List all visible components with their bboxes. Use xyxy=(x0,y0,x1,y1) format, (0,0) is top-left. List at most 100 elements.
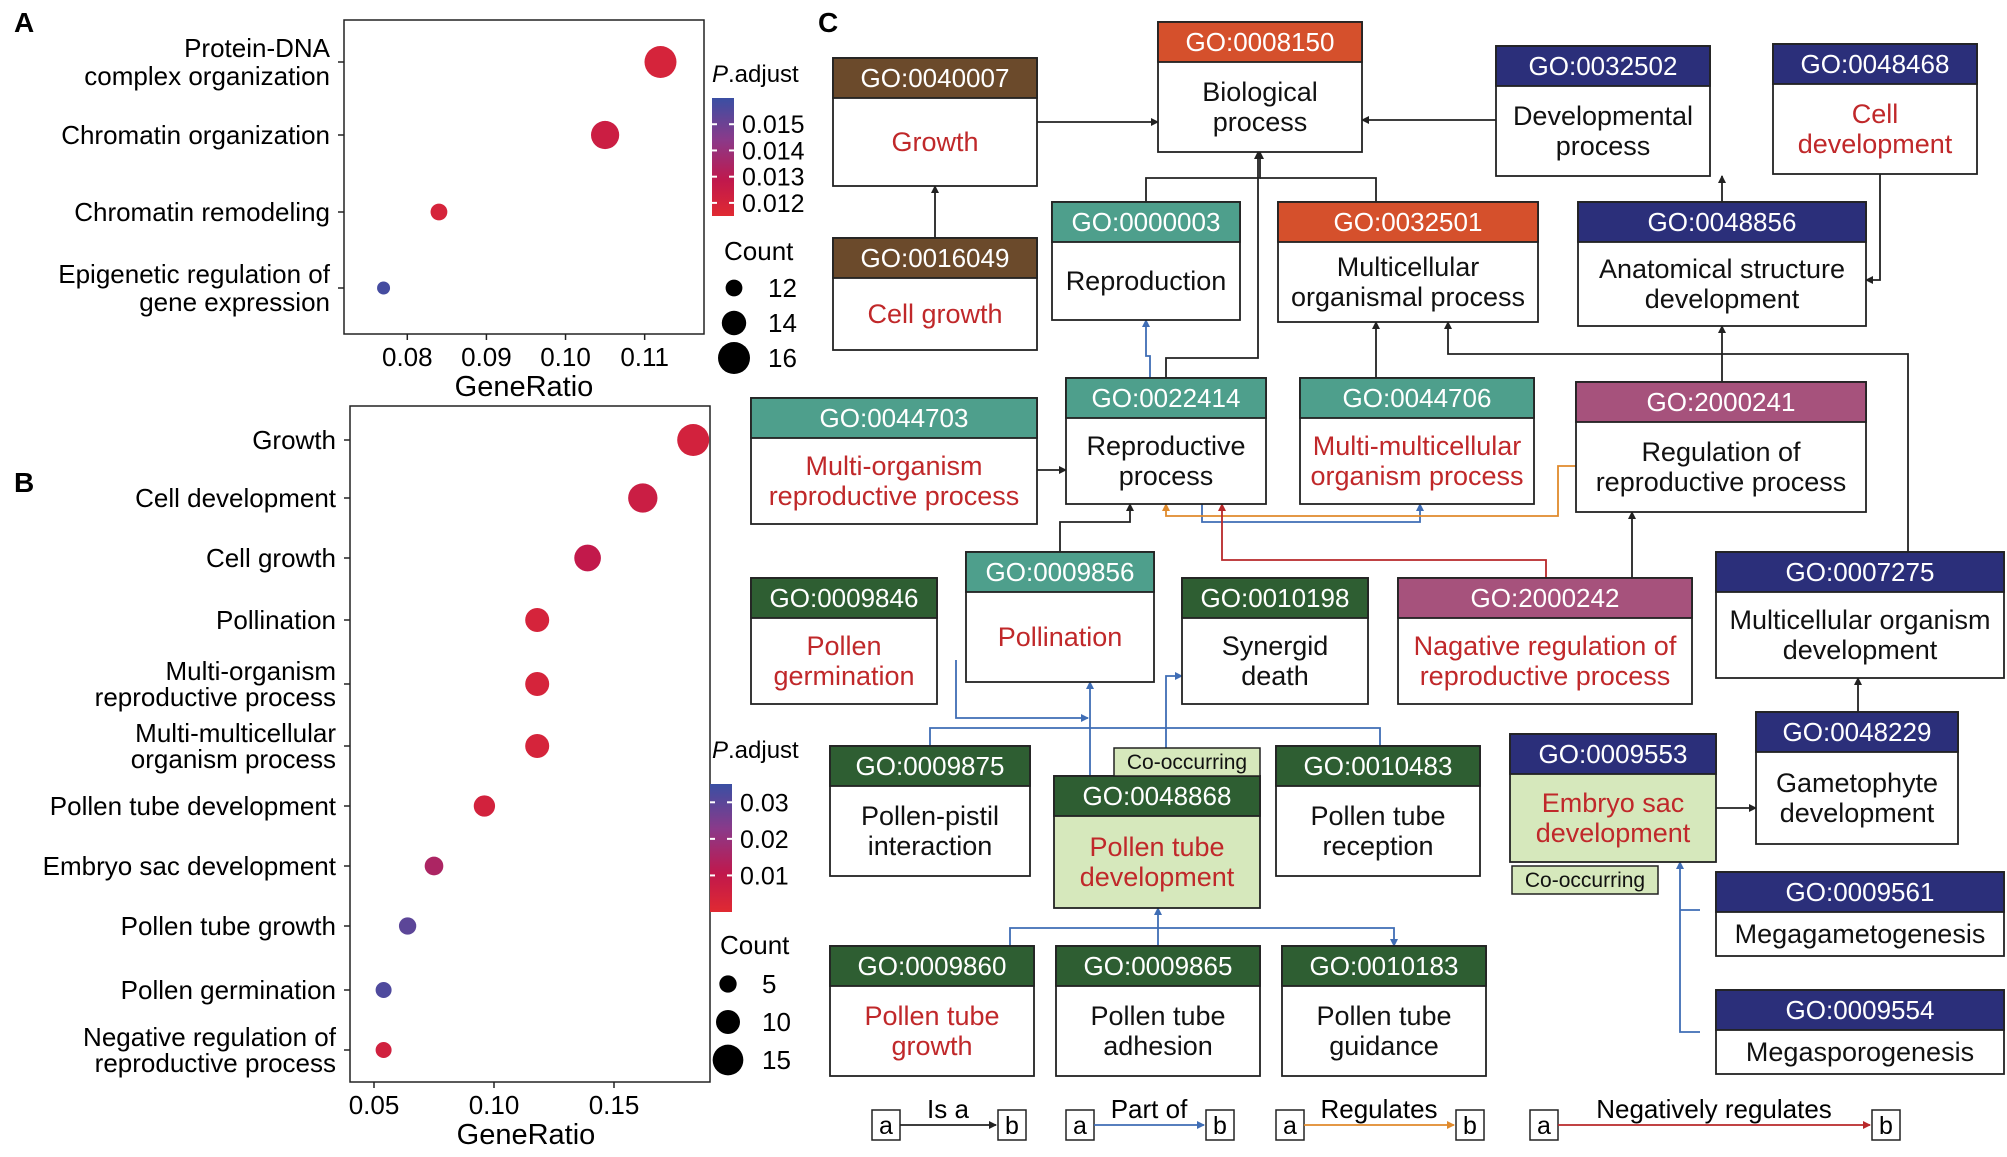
data-point xyxy=(525,608,550,632)
x-axis-label-b: GeneRatio xyxy=(457,1119,596,1151)
go-node-header xyxy=(965,551,1155,593)
edge-partof xyxy=(1009,927,1398,947)
go-node-id: GO:0009846 xyxy=(770,583,919,613)
y-tick-label: Cell growth xyxy=(206,543,336,573)
legend-a-label: a xyxy=(879,1112,893,1140)
go-node-id: GO:0016049 xyxy=(861,243,1010,273)
y-tick-label: Pollen tube development xyxy=(50,791,337,821)
legend-b-label: b xyxy=(1879,1112,1893,1140)
go-node-term: Megasporogenesis xyxy=(1746,1037,1974,1067)
go-node-header xyxy=(1755,711,1959,753)
go-node-id: GO:0009561 xyxy=(1786,877,1935,907)
go-node: GO:0040007 Growth xyxy=(832,57,1038,187)
legend-box-b xyxy=(1205,1109,1235,1141)
x-tick-label: 0.09 xyxy=(461,342,512,372)
co-occurring-tag xyxy=(1113,747,1261,777)
go-node-header xyxy=(1715,989,2005,1031)
plot-frame-b xyxy=(349,405,711,1083)
go-node-id: GO:0048229 xyxy=(1783,717,1932,747)
go-node-term: Pollen tube reception xyxy=(1310,801,1445,861)
data-point xyxy=(590,120,620,150)
go-node-id: GO:0007275 xyxy=(1786,557,1935,587)
legend-b-label: b xyxy=(1005,1112,1019,1140)
go-node-id: GO:2000242 xyxy=(1471,583,1620,613)
legend-box-a xyxy=(1529,1109,1559,1141)
edge-isa xyxy=(1165,151,1262,378)
edge-isa xyxy=(1059,503,1134,552)
panel-label-c: C xyxy=(818,7,838,38)
go-node-id: GO:0040007 xyxy=(861,63,1010,93)
colorbar-tick-label: 0.014 xyxy=(742,137,805,165)
go-node-id: GO:0048468 xyxy=(1801,49,1950,79)
legend-relation-label: Is a xyxy=(927,1094,969,1124)
count-legend-a: 12 14 16 xyxy=(718,273,797,374)
edge-isa xyxy=(1865,174,1881,284)
go-node-term: Gametophyte development xyxy=(1776,768,1938,828)
go-node-header xyxy=(1715,871,2005,913)
go-node-header xyxy=(1051,201,1241,243)
go-node-id: GO:0010483 xyxy=(1304,751,1453,781)
count-legend-label: 5 xyxy=(762,969,776,999)
count-legend-label: 16 xyxy=(768,343,797,373)
edge-regulates xyxy=(1162,465,1576,517)
go-node: GO:0009860 Pollen tube growth xyxy=(829,945,1035,1077)
go-node-id: GO:0008150 xyxy=(1186,27,1335,57)
y-tick-label: Chromatin remodeling xyxy=(74,197,330,227)
edge-partof xyxy=(1676,861,1700,978)
go-node-term: Pollen tube development xyxy=(1080,832,1235,892)
go-node-term: Nagative regulation of reproductive proce… xyxy=(1414,631,1677,691)
data-point xyxy=(525,734,550,758)
edge-partof xyxy=(1142,319,1151,378)
colorbar-tick-label: 0.02 xyxy=(740,826,789,854)
go-node-header xyxy=(1715,551,2005,593)
go-node-header xyxy=(1509,733,1717,775)
go-node-id: GO:0022414 xyxy=(1092,383,1241,413)
count-legend-dot xyxy=(712,1044,744,1076)
y-tick-label: Growth xyxy=(252,425,336,455)
points-b xyxy=(375,424,710,1058)
y-tick-label: Negative regulation of reproductive proce… xyxy=(83,1022,337,1078)
y-tick-label: Pollen germination xyxy=(121,975,336,1005)
go-node-header xyxy=(829,945,1035,987)
x-axis-label-a: GeneRatio xyxy=(455,371,594,403)
dotplot-b: Growth Cell development Cell growth Pollina… xyxy=(43,405,799,1151)
y-tick-label: Pollination xyxy=(216,605,336,635)
y-tick-label: Multi-organism reproductive process xyxy=(95,656,336,712)
go-node-id: GO:0044706 xyxy=(1343,383,1492,413)
data-point xyxy=(677,424,710,456)
data-point xyxy=(424,856,444,876)
go-node-id: GO:0009860 xyxy=(858,951,1007,981)
go-node: GO:0032502 Developmental process xyxy=(1495,45,1711,177)
padjust-title-b: P.adjust xyxy=(712,737,799,764)
go-node-id: GO:0010183 xyxy=(1310,951,1459,981)
go-node-header xyxy=(750,577,938,619)
go-node: GO:0016049 Cell growth xyxy=(832,237,1038,351)
count-legend-dot xyxy=(721,310,747,336)
colorbar-tick-label: 0.03 xyxy=(740,789,789,817)
go-node-term: Pollen germination xyxy=(773,631,914,691)
count-title-b: Count xyxy=(720,930,790,960)
go-node-term: Pollen tube guidance xyxy=(1316,1001,1451,1061)
count-legend-label: 12 xyxy=(768,273,797,303)
edge-segment-partof xyxy=(929,727,1381,746)
co-occurring-tag xyxy=(1511,865,1659,895)
go-node-term: Embryo sac development xyxy=(1536,788,1691,848)
colorbar-b xyxy=(710,784,732,912)
go-node-term: Pollination xyxy=(998,622,1123,652)
legend-relation-label: Regulates xyxy=(1320,1094,1437,1124)
count-legend-label: 10 xyxy=(762,1007,791,1037)
go-node: GO:0022414 Reproductive process xyxy=(1065,377,1267,505)
legend-relation-label: Negatively regulates xyxy=(1596,1094,1832,1124)
edge-partof xyxy=(1165,672,1183,776)
go-node: GO:0044703 Multi-organism reproductive pro… xyxy=(750,397,1038,525)
go-node-header xyxy=(1495,45,1711,87)
legend-b: P.adjust 0.03 0.02 0.01 Count 5 10 15 xyxy=(710,737,799,1076)
data-point xyxy=(525,672,550,696)
go-node-term: Multi-multicellular organism process xyxy=(1310,431,1523,491)
panel-label-a: A xyxy=(14,7,34,38)
go-node-header xyxy=(832,57,1038,99)
edge-legend-item: a Negatively regulates b xyxy=(1529,1094,1901,1141)
go-hierarchy-diagram: GO:0040007 Growth GO:0008150 Biological proc… xyxy=(750,21,2005,1141)
